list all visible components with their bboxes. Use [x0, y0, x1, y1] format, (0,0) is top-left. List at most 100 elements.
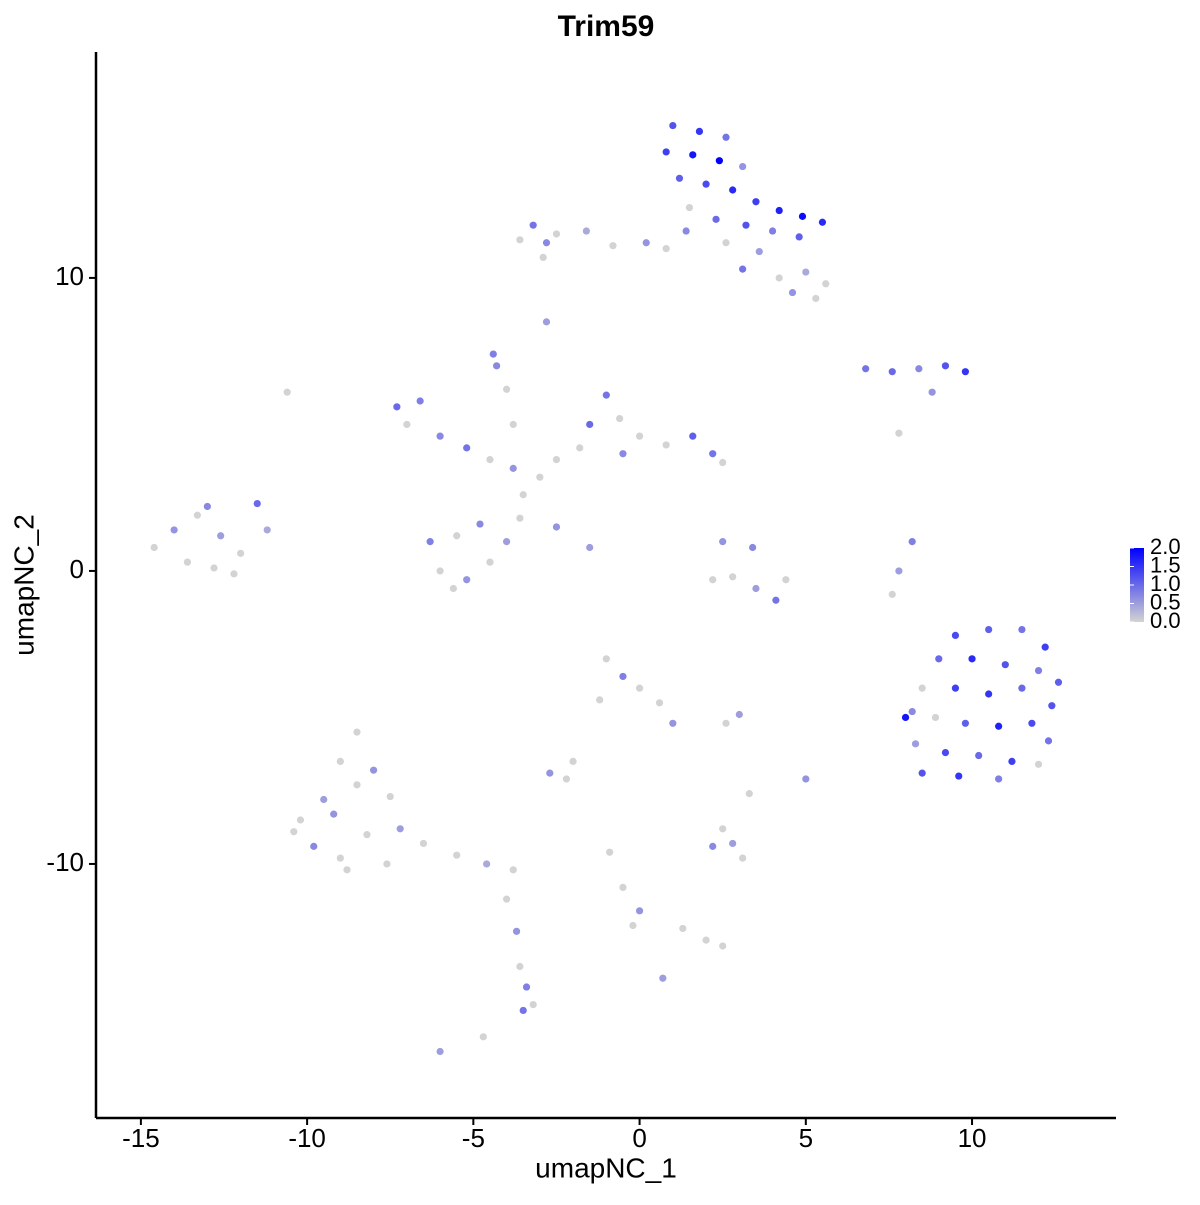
- cell-point: [689, 432, 697, 440]
- colorbar-label: 0.0: [1150, 608, 1181, 633]
- cell-point: [150, 543, 158, 552]
- cell-point: [502, 895, 511, 903]
- cell-point: [862, 365, 870, 373]
- y-tick-label: 0: [70, 554, 84, 584]
- cell-point: [509, 866, 517, 874]
- cell-point: [918, 769, 926, 777]
- cell-point: [310, 842, 318, 850]
- cell-point: [941, 362, 950, 370]
- cell-point: [436, 1047, 444, 1056]
- cell-point: [915, 365, 923, 373]
- cell-point: [552, 455, 561, 464]
- cell-point: [479, 1033, 487, 1041]
- cell-point: [562, 775, 571, 783]
- cell-point: [383, 860, 391, 868]
- cell-point: [529, 221, 537, 229]
- cell-point: [509, 420, 517, 429]
- cell-point: [253, 499, 261, 508]
- cell-point: [709, 450, 717, 458]
- cell-point: [576, 444, 584, 452]
- cell-point: [729, 186, 737, 194]
- cell-point: [393, 403, 401, 411]
- cell-point: [719, 825, 727, 833]
- cell-point: [729, 573, 737, 581]
- cell-point: [689, 151, 697, 159]
- cell-point: [752, 198, 760, 206]
- cell-point: [655, 699, 664, 707]
- cell-point: [463, 576, 471, 584]
- cell-point: [519, 1006, 527, 1015]
- cell-point: [775, 206, 783, 215]
- cell-point: [955, 772, 963, 780]
- cell-point: [782, 576, 790, 584]
- cell-point: [489, 350, 497, 358]
- cell-point: [343, 866, 351, 874]
- cell-point: [749, 543, 757, 552]
- cell-point: [463, 444, 471, 452]
- cell-point: [370, 766, 378, 774]
- cell-point: [602, 391, 610, 399]
- cell-point: [486, 558, 494, 566]
- cell-point: [679, 924, 687, 933]
- cell-point: [210, 564, 218, 572]
- x-tick-label: 10: [958, 1123, 987, 1153]
- cell-point: [931, 713, 940, 722]
- cell-point: [619, 883, 627, 891]
- cell-point: [602, 655, 610, 663]
- cell-point: [709, 576, 717, 584]
- cell-point: [363, 831, 371, 839]
- cell-point: [1034, 666, 1043, 675]
- cell-point: [739, 854, 747, 862]
- cell-point: [775, 274, 783, 282]
- x-tick-label: -5: [462, 1123, 485, 1153]
- cell-point: [519, 491, 527, 499]
- cell-point: [968, 655, 976, 663]
- cell-point: [552, 523, 561, 531]
- cell-point: [802, 775, 810, 783]
- cell-point: [552, 230, 561, 238]
- cell-point: [722, 719, 730, 727]
- cell-point: [739, 162, 747, 171]
- cell-point: [768, 227, 777, 235]
- cell-point: [516, 514, 524, 522]
- cell-point: [818, 218, 827, 226]
- cell-point: [263, 526, 271, 534]
- cell-point: [453, 532, 461, 540]
- cell-point: [985, 625, 993, 634]
- cell-point: [1018, 684, 1026, 692]
- cell-point: [436, 567, 444, 575]
- cell-point: [193, 511, 202, 519]
- colorbar-label: 1.0: [1150, 571, 1181, 596]
- cell-point: [502, 538, 511, 546]
- cell-point: [539, 253, 547, 262]
- cell-point: [1048, 702, 1056, 710]
- cell-point: [453, 851, 461, 859]
- cell-point: [961, 368, 969, 376]
- cell-point: [330, 810, 338, 818]
- cell-point: [895, 429, 903, 437]
- cell-point: [606, 848, 614, 856]
- cell-point: [336, 854, 344, 862]
- cell-point: [203, 502, 211, 511]
- cell-point: [582, 227, 590, 235]
- cell-point: [502, 385, 511, 393]
- cell-point: [802, 268, 810, 276]
- cell-point: [702, 936, 710, 944]
- cell-point: [695, 127, 704, 136]
- cell-point: [1008, 757, 1016, 765]
- cell-point: [283, 388, 291, 396]
- cell-point: [483, 860, 491, 868]
- cell-point: [911, 740, 920, 748]
- cell-point: [1028, 719, 1036, 727]
- cell-point: [812, 294, 820, 303]
- x-tick-label: 5: [799, 1123, 813, 1153]
- cell-point: [516, 236, 524, 244]
- cell-point: [486, 455, 494, 464]
- cell-point: [735, 710, 743, 719]
- cell-point: [795, 233, 803, 241]
- cell-point: [642, 239, 650, 247]
- cell-point: [586, 543, 594, 552]
- cell-point: [908, 707, 916, 716]
- cell-point: [290, 828, 298, 836]
